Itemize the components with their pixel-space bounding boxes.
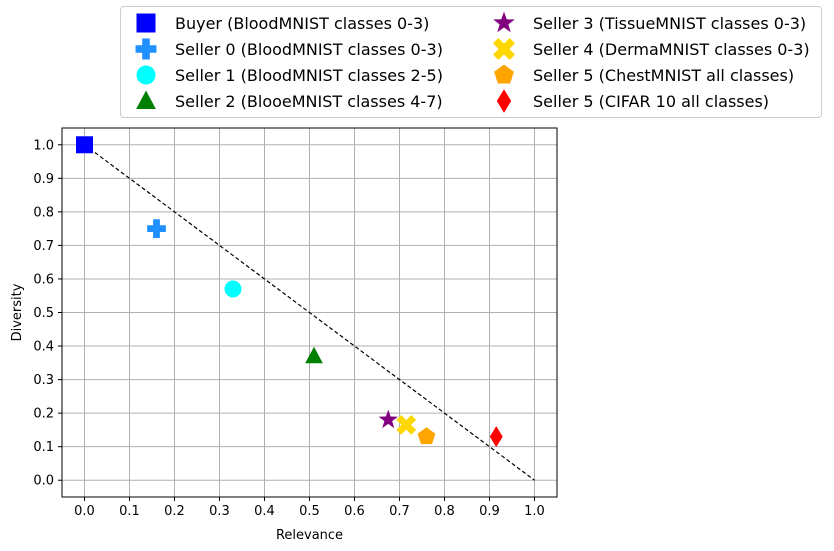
- x-tick-label: 0.0: [74, 504, 95, 519]
- y-axis-label: Diversity: [10, 283, 25, 341]
- legend-entry: Seller 2 (BlooeMNIST classes 4-7): [131, 88, 443, 114]
- legend-marker-x-shape: [492, 37, 516, 61]
- data-point-x: [396, 415, 417, 435]
- data-point-x-shape: [396, 415, 417, 435]
- legend-entry: Buyer (BloodMNIST classes 0-3): [131, 10, 429, 36]
- y-tick-label: 0.1: [33, 440, 54, 455]
- legend-label: Seller 5 (ChestMNIST all classes): [533, 65, 795, 85]
- legend-label: Seller 0 (BloodMNIST classes 0-3): [175, 39, 443, 59]
- legend-marker: [493, 11, 515, 33]
- reference-line-group: [84, 144, 535, 481]
- legend-marker: [136, 90, 156, 109]
- legend-marker: [135, 38, 157, 60]
- reference-line: [84, 144, 535, 481]
- y-tick-label: 0.8: [33, 205, 54, 220]
- legend-entry: Seller 0 (BloodMNIST classes 0-3): [131, 36, 443, 62]
- x-tick-label: 0.2: [164, 504, 185, 519]
- y-tick-label: 1.0: [33, 138, 54, 153]
- y-tick-label: 0.6: [33, 272, 54, 287]
- x-axis-ticks: 0.0 0.1 0.2 0.3 0.4 0.5 0.6 0.7 0.8 0.9 1.0: [74, 497, 545, 519]
- x-axis-label: Relevance: [276, 528, 343, 543]
- x-tick-label: 0.8: [434, 504, 455, 519]
- legend-marker-x: [492, 37, 516, 61]
- y-tick-label: 0.5: [33, 306, 54, 321]
- legend-marker-square: [136, 13, 156, 33]
- legend-marker-pentagon: [494, 64, 514, 84]
- data-point-star: [378, 409, 398, 429]
- y-tick-label: 0.4: [33, 340, 54, 355]
- x-tick-label: 0.6: [344, 504, 365, 519]
- y-axis-ticks: 0.0 0.1 0.2 0.3 0.4 0.5 0.6 0.7 0.8 0.9 1.0: [33, 138, 62, 489]
- legend-label: Seller 3 (TissueMNIST classes 0-3): [533, 13, 807, 33]
- legend-marker-diamond: [496, 89, 512, 113]
- grid-lines: [62, 128, 557, 497]
- y-tick-label: 0.7: [33, 239, 54, 254]
- legend-label: Seller 4 (DermaMNIST classes 0-3): [533, 39, 810, 59]
- x-tick-label: 0.5: [299, 504, 320, 519]
- legend-label: Buyer (BloodMNIST classes 0-3): [175, 13, 430, 33]
- x-tick-label: 0.1: [119, 504, 140, 519]
- data-point-triangle: [305, 346, 323, 364]
- legend-marker-circle: [136, 65, 156, 85]
- legend-entry: Seller 5 (ChestMNIST all classes): [489, 62, 794, 88]
- legend-entry: Seller 1 (BloodMNIST classes 2-5): [131, 62, 443, 88]
- legend-entry: Seller 4 (DermaMNIST classes 0-3): [489, 36, 810, 62]
- y-tick-label: 0.2: [33, 407, 54, 422]
- data-point-diamond: [489, 426, 503, 448]
- legend-marker-triangle: [136, 90, 156, 109]
- legend-marker: [496, 89, 512, 113]
- legend-marker-plus: [135, 38, 157, 60]
- y-tick-label: 0.0: [33, 474, 54, 489]
- y-tick-label: 0.3: [33, 373, 54, 388]
- x-tick-label: 0.4: [254, 504, 275, 519]
- legend-entry: Seller 3 (TissueMNIST classes 0-3): [489, 10, 806, 36]
- data-point-circle: [224, 280, 242, 298]
- x-tick-label: 0.9: [479, 504, 500, 519]
- data-point-square: [76, 136, 93, 154]
- legend-marker-star: [493, 11, 515, 33]
- data-points: [76, 136, 503, 448]
- legend-label: Seller 5 (CIFAR 10 all classes): [533, 91, 770, 111]
- legend-marker: [136, 13, 156, 33]
- y-tick-label: 0.9: [33, 172, 54, 187]
- legend-label: Seller 1 (BloodMNIST classes 2-5): [175, 65, 443, 85]
- legend-marker: [492, 37, 516, 61]
- data-point-pentagon: [417, 427, 436, 445]
- data-point-plus: [147, 219, 166, 238]
- legend-label: Seller 2 (BlooeMNIST classes 4-7): [175, 91, 443, 111]
- legend-marker: [494, 64, 514, 84]
- x-tick-label: 0.7: [389, 504, 410, 519]
- x-tick-label: 0.3: [209, 504, 230, 519]
- x-tick-label: 1.0: [524, 504, 545, 519]
- legend-marker: [136, 65, 156, 85]
- legend-entry: Seller 5 (CIFAR 10 all classes): [489, 88, 769, 114]
- legend: Buyer (BloodMNIST classes 0-3) Seller 0 (…: [120, 6, 822, 118]
